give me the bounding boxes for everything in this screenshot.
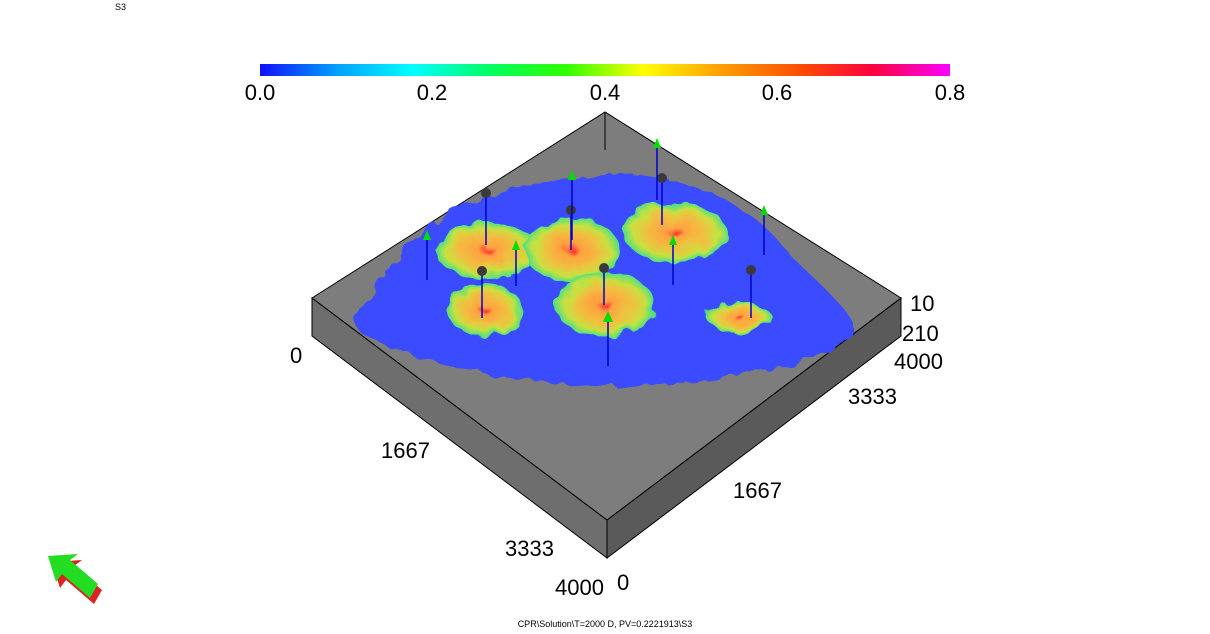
saturation-front — [435, 222, 539, 278]
z-axis-tick-1: 210 — [902, 321, 939, 346]
wells — [423, 138, 768, 366]
saturation-front — [524, 218, 620, 282]
injector-well-marker[interactable] — [669, 235, 677, 245]
x-axis-tick-3: 4000 — [555, 575, 604, 600]
saturation-front — [708, 303, 772, 333]
saturation-field — [354, 174, 856, 387]
colorbar-tick-4: 0.8 — [934, 80, 966, 105]
orientation-arrow-icon — [48, 554, 102, 604]
saturation-front — [623, 202, 727, 262]
y-axis-tick-3: 4000 — [894, 349, 943, 374]
y-axis-tick-1: 1667 — [733, 478, 782, 503]
x-axis-tick-2: 3333 — [505, 536, 554, 561]
x-axis-tick-1: 1667 — [381, 438, 430, 463]
status-bar-text: CPR\Solution\T=2000 D, PV=0.2221913\S3 — [517, 619, 693, 629]
injector-well-marker[interactable] — [568, 170, 576, 180]
injector-well-marker[interactable] — [603, 311, 613, 322]
producer-well-marker[interactable] — [746, 265, 756, 275]
z-axis-tick-0: 10 — [910, 291, 935, 316]
y-axis-tick-2: 3333 — [848, 384, 897, 409]
x-axis-tick-0: 0 — [290, 343, 303, 368]
property-label: S3 — [115, 2, 127, 12]
injector-well-marker[interactable] — [653, 138, 661, 148]
producer-well-marker[interactable] — [481, 188, 491, 198]
colorbar-tick-1: 0.2 — [416, 80, 448, 105]
injector-well-marker[interactable] — [423, 230, 431, 240]
colorbar-tick-3: 0.6 — [761, 80, 793, 105]
colorbar-tick-0: 0.0 — [244, 80, 276, 105]
saturation-front — [447, 284, 523, 336]
producer-well-marker[interactable] — [599, 263, 609, 273]
y-axis-tick-0: 0 — [617, 570, 630, 595]
injector-well-marker[interactable] — [512, 240, 520, 250]
producer-well-marker[interactable] — [477, 266, 487, 276]
saturation-front — [555, 273, 655, 337]
colorbar-gradient — [260, 64, 950, 76]
producer-well-marker[interactable] — [566, 205, 576, 215]
producer-well-marker[interactable] — [657, 173, 667, 183]
injector-well-marker[interactable] — [760, 205, 768, 215]
colorbar-tick-2: 0.4 — [589, 80, 621, 105]
